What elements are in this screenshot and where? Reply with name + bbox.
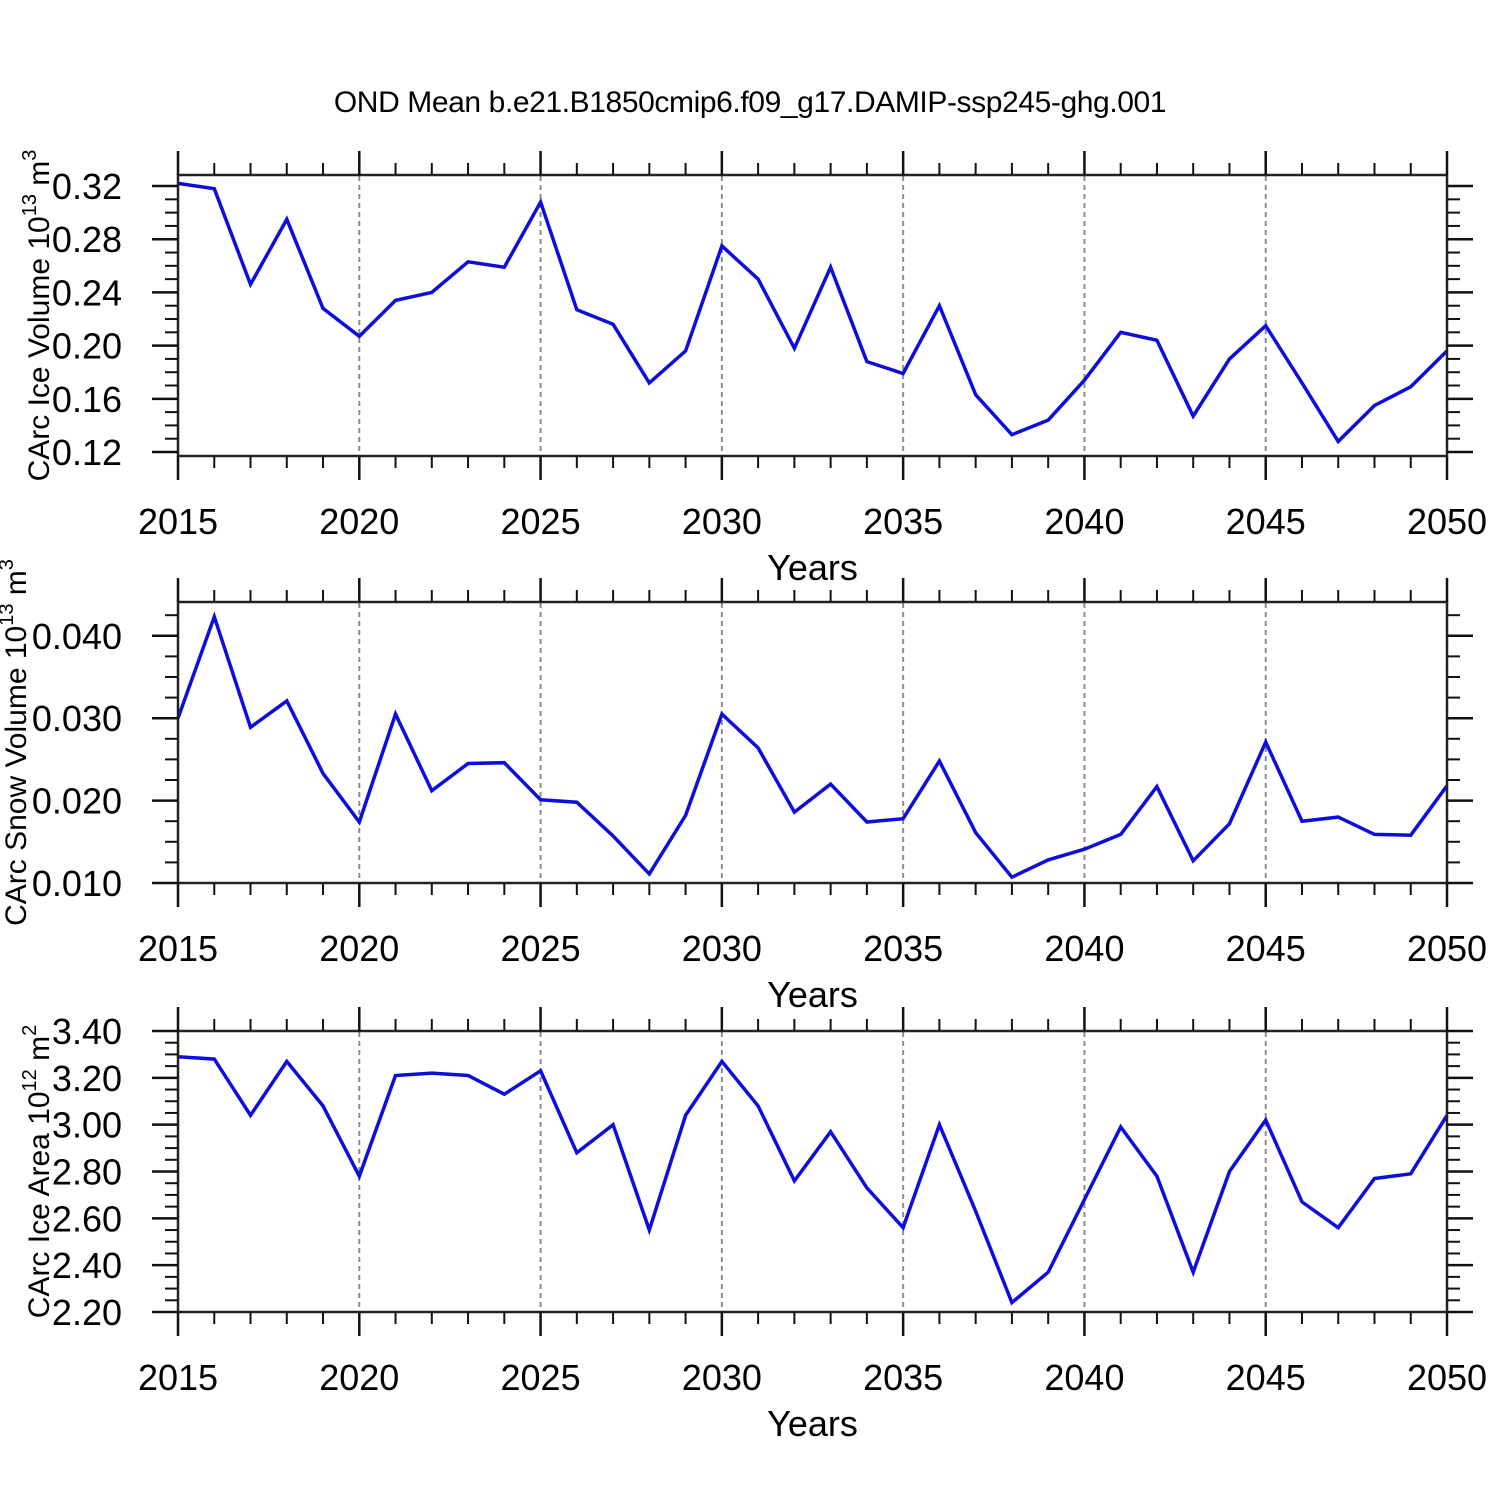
x-tick-label: 2030 (682, 501, 762, 542)
x-tick-label: 2050 (1407, 1357, 1487, 1398)
y-tick-label: 0.010 (32, 863, 122, 904)
x-tick-label: 2035 (863, 501, 943, 542)
chart-title: OND Mean b.e21.B1850cmip6.f09_g17.DAMIP-… (333, 86, 1167, 119)
x-tick-label: 2040 (1044, 1357, 1124, 1398)
y-tick-label: 3.20 (52, 1058, 122, 1099)
panel-carc-ice-area: 2.20 2.40 2.60 2.80 3.00 3.20 3.40 2015 2020 2025… (19, 1007, 1487, 1444)
x-tick-label: 2035 (863, 1357, 943, 1398)
axis-frame (176, 600, 1449, 885)
carc-snow-volume-data-line (176, 611, 1449, 880)
y-tick-label: 2.40 (52, 1245, 122, 1286)
axis-frame (176, 1029, 1449, 1314)
y-tick-label: 2.20 (52, 1292, 122, 1333)
x-tick-label: 2045 (1226, 928, 1306, 969)
x-tick-label: 2015 (138, 501, 218, 542)
panel-carc-snow-volume: 0.010 0.020 0.030 0.040 2015 2020 2025 2030 2035… (0, 559, 1487, 1015)
y-tick-label: 0.12 (52, 432, 122, 473)
carc-ice-volume-y-axis-title: CArc Ice Volume 1013 m3 (19, 150, 56, 482)
panel-carc-ice-volume: 0.12 0.16 0.20 0.24 0.28 0.32 2015 2020 2025 2030… (19, 150, 1487, 588)
x-tick-label: 2045 (1226, 501, 1306, 542)
y-tick-label: 3.40 (52, 1011, 122, 1052)
y-tick-label: 0.16 (52, 379, 122, 420)
x-tick-label: 2045 (1226, 1357, 1306, 1398)
x-tick-label: 2025 (501, 501, 581, 542)
x-tick-label: 2020 (319, 501, 399, 542)
y-tick-label: 0.28 (52, 219, 122, 260)
x-tick-label: 2040 (1044, 501, 1124, 542)
x-tick-label: 2035 (863, 928, 943, 969)
x-tick-label: 2020 (319, 1357, 399, 1398)
x-tick-label: 2015 (138, 1357, 218, 1398)
y-tick-label: 3.00 (52, 1105, 122, 1146)
x-tick-label: 2050 (1407, 501, 1487, 542)
x-tick-label: 2040 (1044, 928, 1124, 969)
x-tick-label: 2030 (682, 928, 762, 969)
y-tick-label: 0.030 (32, 698, 122, 739)
y-tick-label: 0.32 (52, 166, 122, 207)
x-tick-label: 2030 (682, 1357, 762, 1398)
carc-ice-area-data-line (177, 1055, 1449, 1306)
y-tick-label: 0.020 (32, 781, 122, 822)
x-axis-title: Years (767, 547, 858, 588)
carc-ice-volume-data-line (177, 181, 1449, 445)
axis-frame (176, 173, 1449, 458)
y-tick-label: 0.24 (52, 272, 122, 313)
x-tick-label: 2020 (319, 928, 399, 969)
y-tick-label: 0.040 (32, 616, 122, 657)
x-tick-label: 2015 (138, 928, 218, 969)
y-tick-label: 0.20 (52, 326, 122, 367)
x-axis-title: Years (767, 1403, 858, 1444)
x-tick-label: 2025 (501, 1357, 581, 1398)
carc-snow-volume-y-axis-title: CArc Snow Volume 1013 m3 (0, 559, 33, 926)
y-tick-label: 2.60 (52, 1198, 122, 1239)
x-axis-title: Years (767, 974, 858, 1015)
y-tick-label: 2.80 (52, 1152, 122, 1193)
x-tick-label: 2050 (1407, 928, 1487, 969)
x-tick-label: 2025 (501, 928, 581, 969)
carc-ice-area-y-axis-title: CArc Ice Area 1012 m2 (19, 1025, 56, 1318)
